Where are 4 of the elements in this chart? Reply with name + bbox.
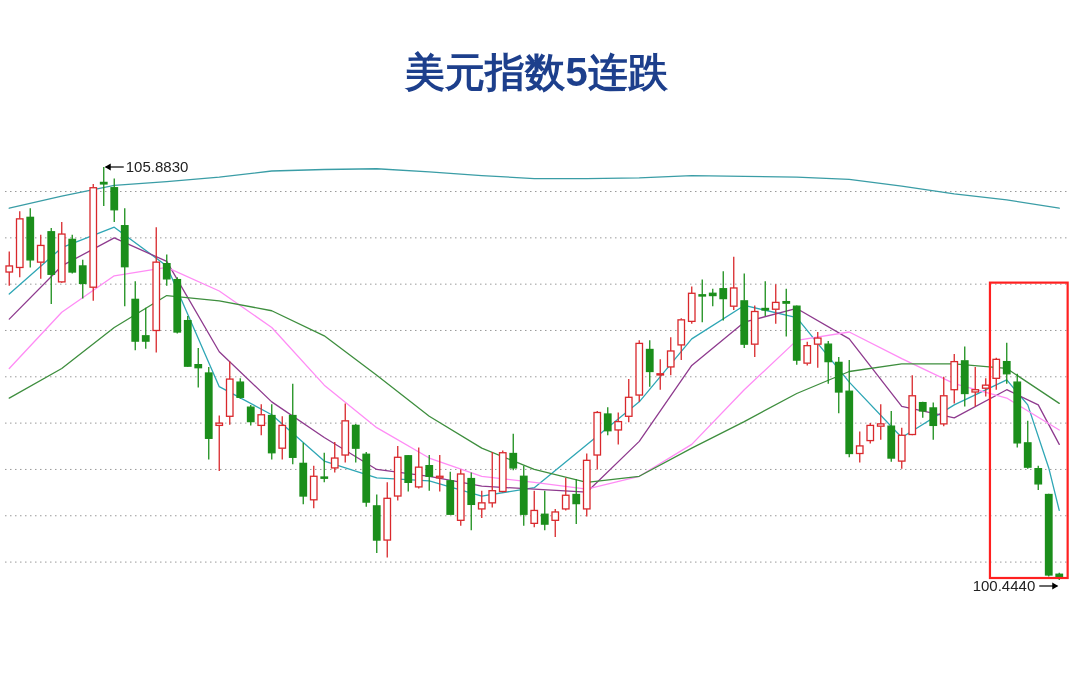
annotation: 100.4440 bbox=[972, 577, 1036, 594]
candlestick bbox=[152, 226, 161, 354]
annotation: 105.8830 bbox=[125, 158, 189, 175]
chart-title: 美元指数5连跌 bbox=[404, 50, 669, 94]
